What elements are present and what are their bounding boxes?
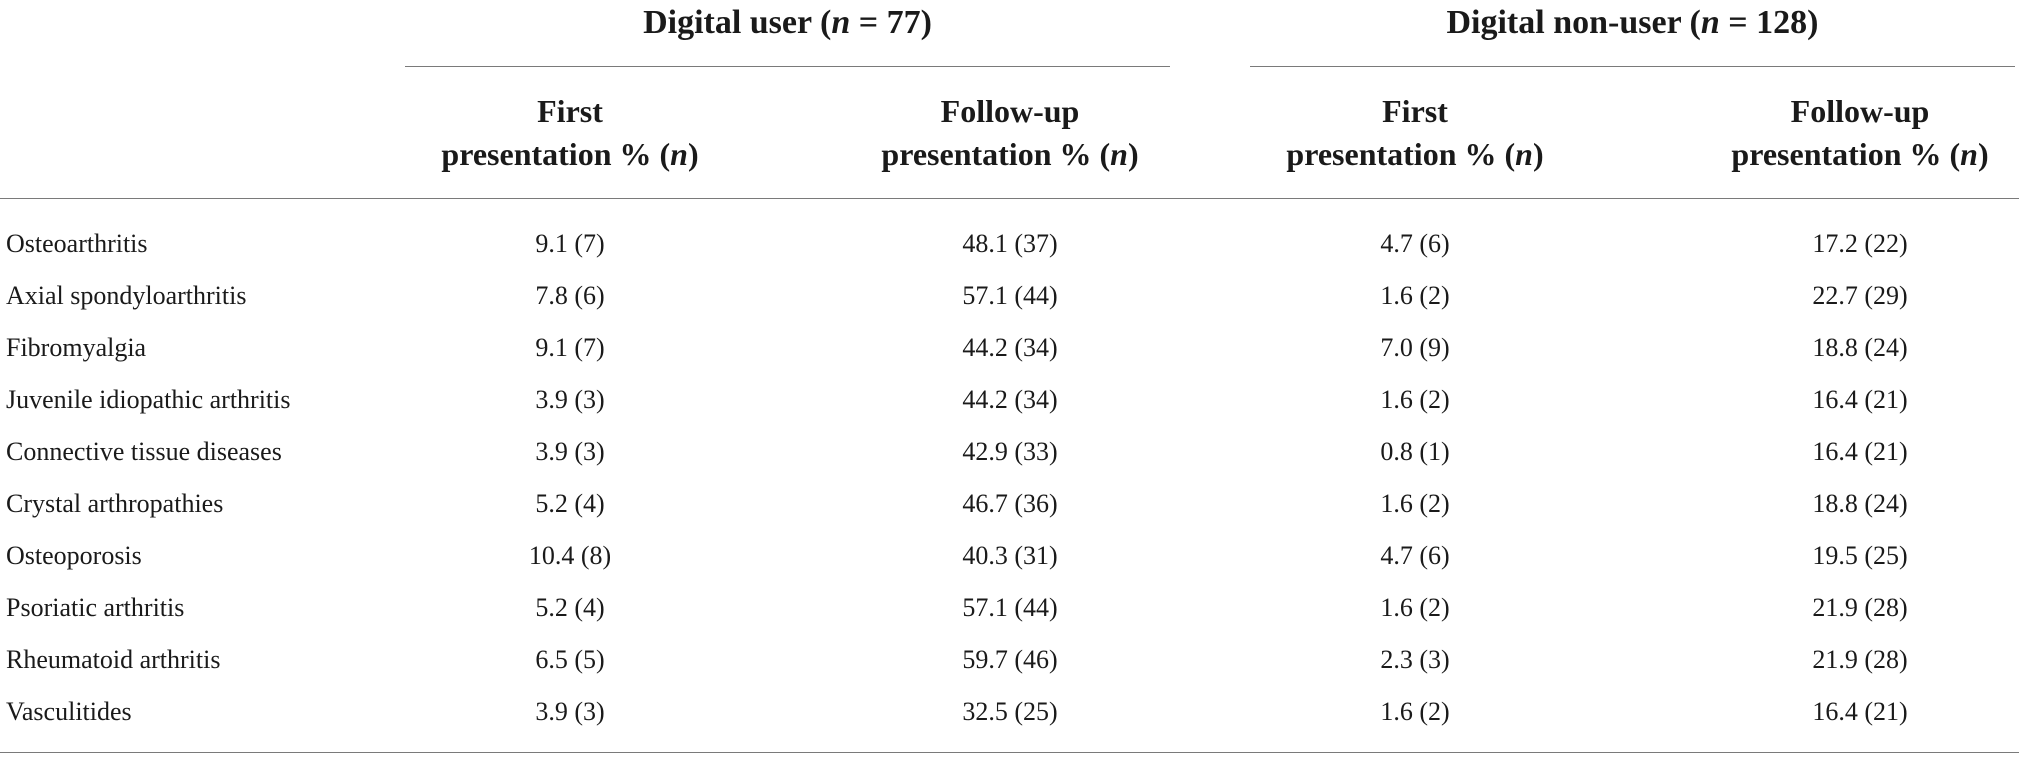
table-row: Fibromyalgia 9.1 (7) 44.2 (34) 7.0 (9) 1… [0,322,2019,374]
row-label: Fibromyalgia [6,333,147,362]
cell-value: 48.1 (37) [962,229,1058,258]
header-line1: First [1382,93,1448,129]
row-label: Crystal arthropathies [6,489,224,518]
table-row: Juvenile idiopathic arthritis 3.9 (3) 44… [0,374,2019,426]
table-row: Osteoarthritis 9.1 (7) 48.1 (37) 4.7 (6)… [0,218,2019,270]
cell-value: 16.4 (21) [1812,697,1908,726]
cell-value: 22.7 (29) [1812,281,1908,310]
n-symbol: n [1515,136,1533,172]
cell-value: 1.6 (2) [1380,593,1450,622]
cell-value: 40.3 (31) [962,541,1058,570]
table-row: Psoriatic arthritis 5.2 (4) 57.1 (44) 1.… [0,582,2019,634]
header-line1: Follow-up [1790,93,1930,129]
cell-value: 0.8 (1) [1380,437,1450,466]
group-title-digital-non-user: Digital non-user (n = 128) [1250,0,2015,50]
cell-value: 44.2 (34) [962,385,1058,414]
cell-value: 3.9 (3) [535,697,605,726]
cell-value: 10.4 (8) [528,541,612,570]
cell-value: 21.9 (28) [1812,593,1908,622]
cell-value: 32.5 (25) [962,697,1058,726]
cell-value: 19.5 (25) [1812,541,1908,570]
cell-value: 7.0 (9) [1380,333,1450,362]
cell-value: 42.9 (33) [962,437,1058,466]
row-label: Connective tissue diseases [6,437,282,466]
column-header-first-non-user: First presentation % (n) [1250,90,1580,176]
header-text: presentation % ( [1286,136,1516,172]
header-text: presentation % ( [441,136,671,172]
cell-value: 3.9 (3) [535,437,605,466]
cell-value: 18.8 (24) [1812,489,1908,518]
row-label: Vasculitides [6,697,132,726]
cell-value: 57.1 (44) [962,593,1058,622]
cell-value: 4.7 (6) [1380,229,1450,258]
cell-value: 2.3 (3) [1380,645,1450,674]
column-header-followup-user: Follow-up presentation % (n) [845,90,1175,176]
n-symbol: n [670,136,688,172]
cell-value: 16.4 (21) [1812,385,1908,414]
column-header-first-user: First presentation % (n) [405,90,735,176]
header-rule [0,198,2019,199]
bottom-rule [0,752,2019,753]
cell-value: 6.5 (5) [535,645,605,674]
cell-value: 1.6 (2) [1380,281,1450,310]
cell-value: 9.1 (7) [535,229,605,258]
header-text: presentation % ( [881,136,1111,172]
cell-value: 9.1 (7) [535,333,605,362]
group-rule-digital-non-user [1250,66,2015,67]
n-symbol: n [831,4,851,41]
n-symbol: n [1960,136,1978,172]
row-label: Axial spondyloarthritis [6,281,247,310]
cell-value: 16.4 (21) [1812,437,1908,466]
cell-value: 21.9 (28) [1812,645,1908,674]
table-row: Rheumatoid arthritis 6.5 (5) 59.7 (46) 2… [0,634,2019,686]
group-title-text: Digital non-user ( [1446,4,1701,41]
header-text: ) [1532,136,1544,172]
cell-value: 18.8 (24) [1812,333,1908,362]
n-symbol: n [1700,4,1720,41]
group-title-digital-user: Digital user (n = 77) [405,0,1170,50]
group-rule-digital-user [405,66,1170,67]
row-label: Rheumatoid arthritis [6,645,221,674]
table-row: Vasculitides 3.9 (3) 32.5 (25) 1.6 (2) 1… [0,686,2019,738]
cell-value: 1.6 (2) [1380,697,1450,726]
header-line1: First [537,93,603,129]
row-label: Juvenile idiopathic arthritis [6,385,291,414]
table-row: Connective tissue diseases 3.9 (3) 42.9 … [0,426,2019,478]
header-line2: presentation % (n) [845,133,1175,176]
column-header-followup-non-user: Follow-up presentation % (n) [1695,90,2019,176]
header-text: ) [687,136,699,172]
cell-value: 59.7 (46) [962,645,1058,674]
row-label: Osteoporosis [6,541,142,570]
n-symbol: n [1110,136,1128,172]
table-row: Axial spondyloarthritis 7.8 (6) 57.1 (44… [0,270,2019,322]
cell-value: 7.8 (6) [535,281,605,310]
cell-value: 5.2 (4) [535,489,605,518]
header-text: ) [1977,136,1989,172]
cell-value: 44.2 (34) [962,333,1058,362]
header-line1: Follow-up [940,93,1080,129]
row-label: Osteoarthritis [6,229,148,258]
cell-value: 1.6 (2) [1380,489,1450,518]
group-title-count: = 128) [1719,4,1819,41]
cell-value: 5.2 (4) [535,593,605,622]
header-line2: presentation % (n) [1250,133,1580,176]
header-line2: presentation % (n) [405,133,735,176]
cell-value: 1.6 (2) [1380,385,1450,414]
table-row: Osteoporosis 10.4 (8) 40.3 (31) 4.7 (6) … [0,530,2019,582]
group-title-count: = 77) [850,4,932,41]
cell-value: 3.9 (3) [535,385,605,414]
cell-value: 17.2 (22) [1812,229,1908,258]
header-text: presentation % ( [1731,136,1961,172]
table-row: Crystal arthropathies 5.2 (4) 46.7 (36) … [0,478,2019,530]
group-title-text: Digital user ( [643,4,832,41]
row-label: Psoriatic arthritis [6,593,185,622]
cell-value: 4.7 (6) [1380,541,1450,570]
cell-value: 57.1 (44) [962,281,1058,310]
header-line2: presentation % (n) [1695,133,2019,176]
header-text: ) [1127,136,1139,172]
cell-value: 46.7 (36) [962,489,1058,518]
